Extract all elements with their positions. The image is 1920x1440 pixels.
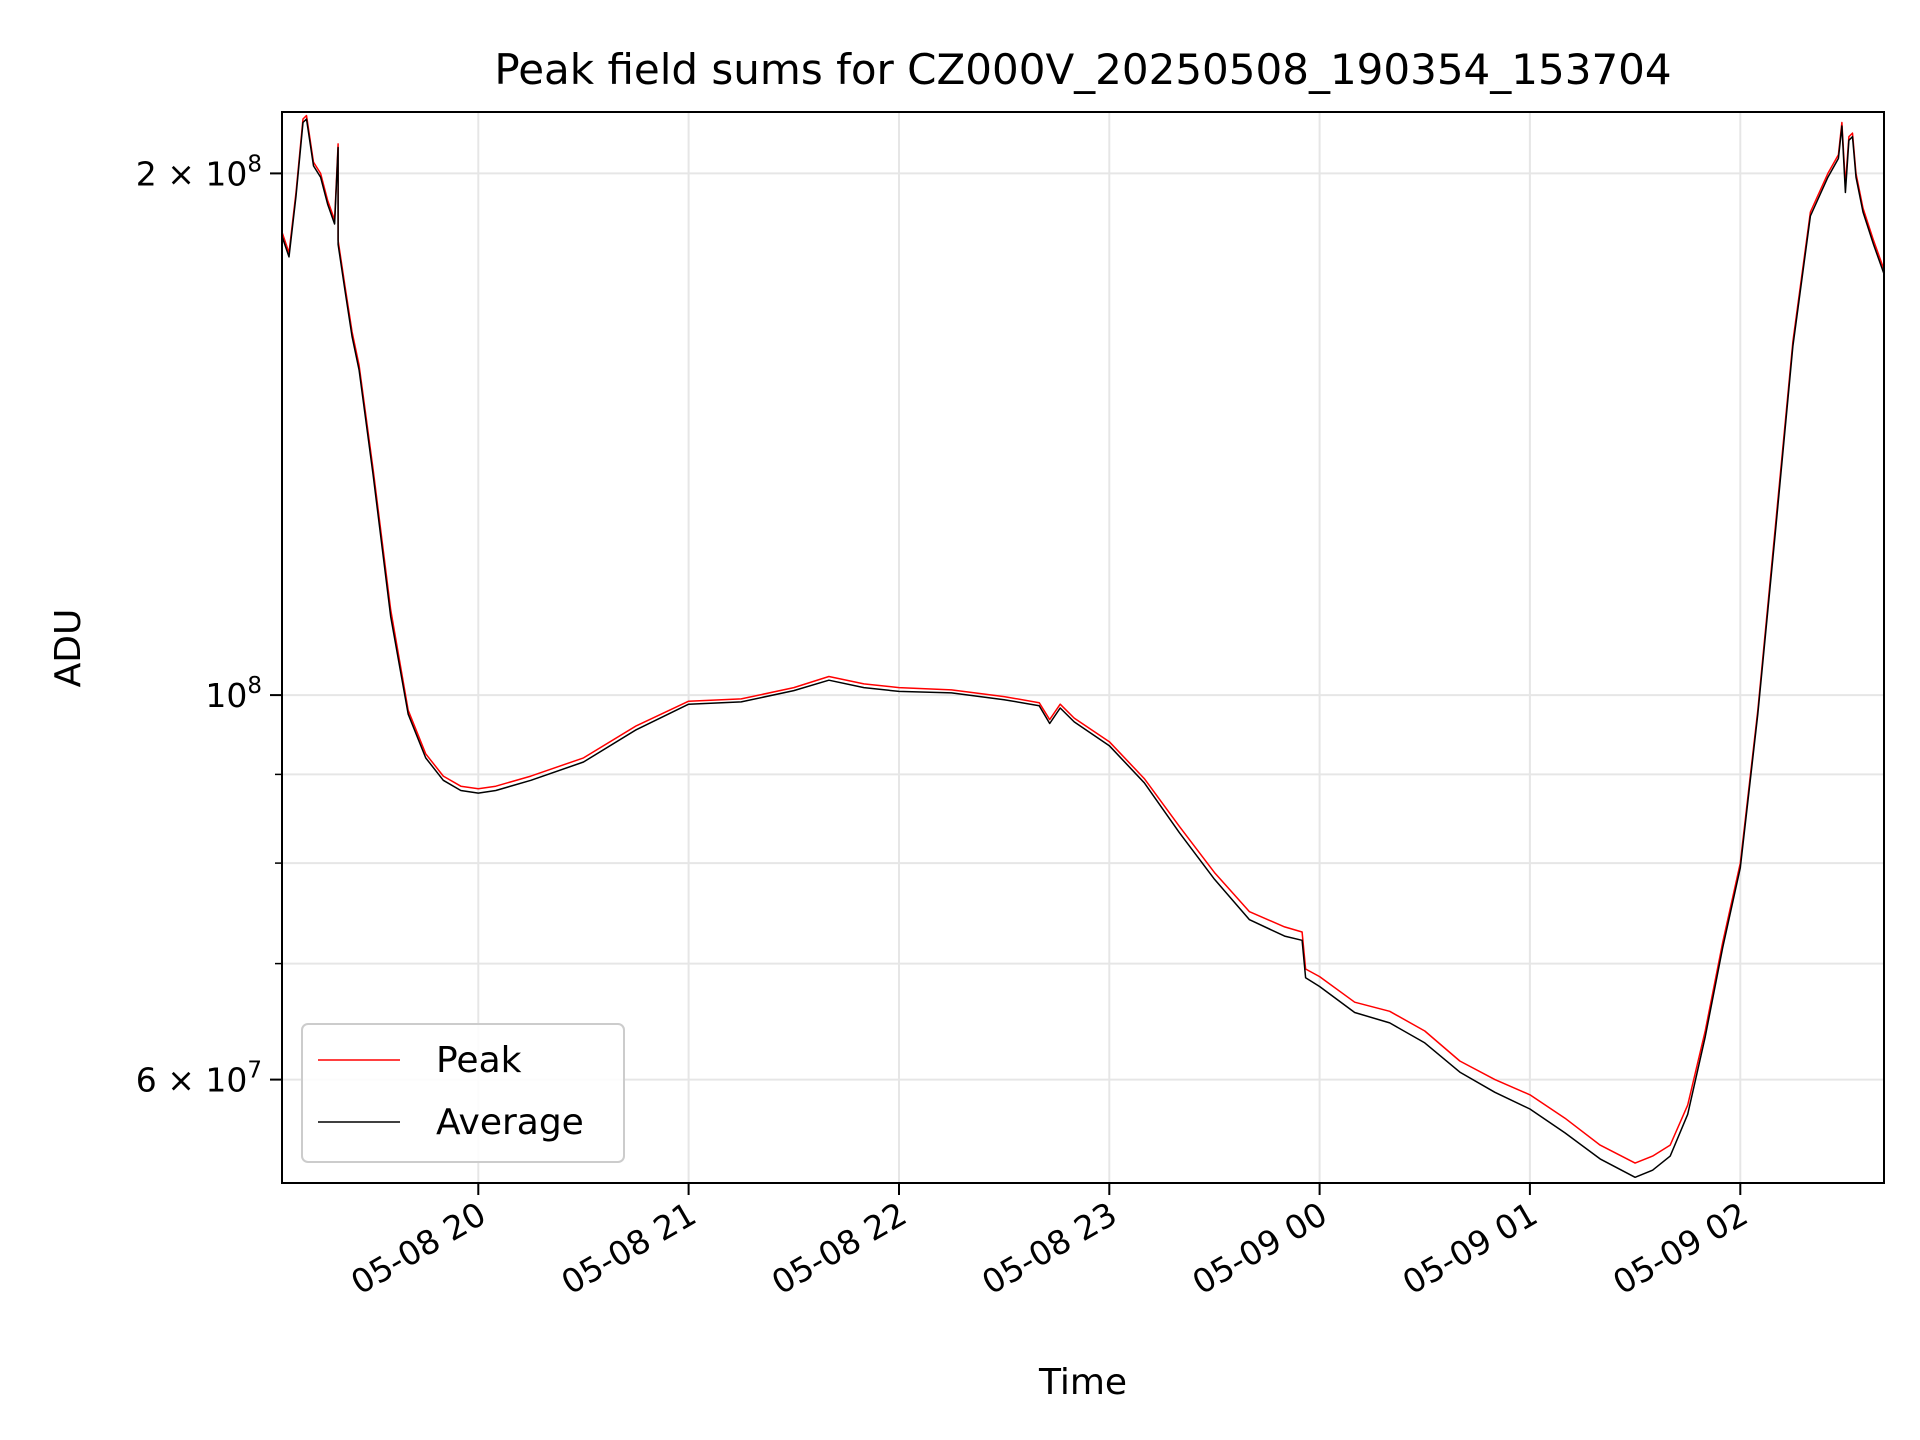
y-tick-label: 6 × 107 [136, 1058, 262, 1100]
legend-label-peak: Peak [436, 1040, 522, 1081]
chart-title: Peak field sums for CZ000V_20250508_1903… [494, 45, 1671, 94]
y-tick-label: 108 [205, 673, 262, 715]
series-line-average [281, 118, 1885, 1179]
legend: Peak Average [301, 1023, 625, 1163]
legend-label-average: Average [436, 1102, 584, 1143]
y-axis: 2 × 108 108 6 × 107 [136, 151, 282, 1100]
grid [282, 112, 1884, 1183]
x-axis-label: Time [1038, 1362, 1127, 1403]
legend-box [301, 1023, 625, 1163]
plot-frame [281, 111, 1885, 1184]
y-tick-label: 2 × 108 [136, 151, 262, 193]
plot-series [281, 114, 1885, 1179]
y-axis-label: ADU [48, 609, 89, 688]
